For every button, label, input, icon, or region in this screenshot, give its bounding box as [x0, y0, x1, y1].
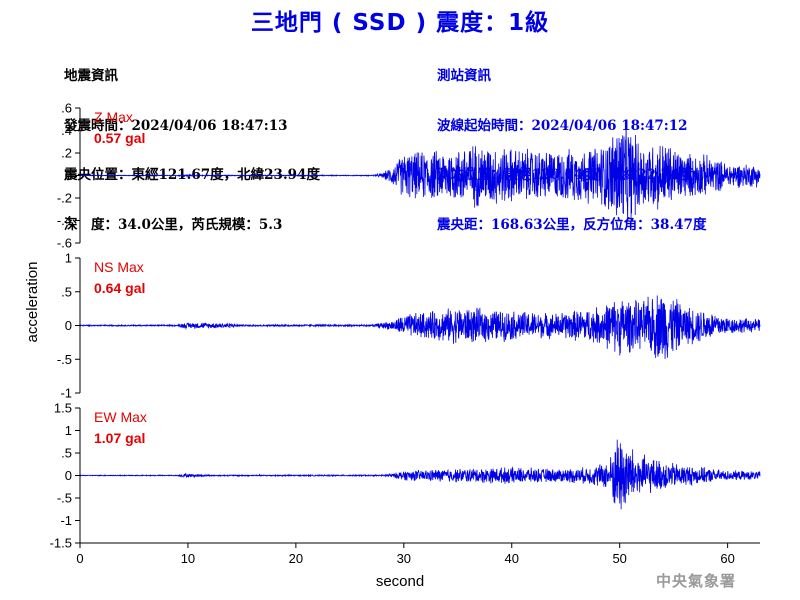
station-info-heading: 測站資訊: [437, 68, 491, 84]
x-tick-label: 0: [76, 551, 83, 566]
max-label-ns: NS Max: [94, 259, 144, 275]
max-value-z: 0.57 gal: [94, 130, 145, 146]
panel-z: -.6 -.4 -.2 0 .2 .4 .6 Z Max 0.57 gal: [57, 101, 761, 251]
x-tick-label: 30: [397, 551, 411, 566]
x-tick-label: 50: [612, 551, 626, 566]
x-tick-label: 60: [720, 551, 734, 566]
max-value-ns: 0.64 gal: [94, 280, 145, 296]
wave-start-time: 波線起始時間：2024/04/06 18:47:12: [437, 117, 688, 134]
max-value-ew: 1.07 gal: [94, 430, 145, 446]
x-tick-label: 40: [505, 551, 519, 566]
cwa-watermark: 中央氣象署: [656, 572, 737, 590]
earthquake-info: 地震資訊 發震時間：2024/04/06 18:47:13 震央位置：東經121…: [64, 35, 320, 250]
max-label-ew: EW Max: [94, 409, 147, 425]
y-tick-label: .5: [61, 446, 72, 461]
y-tick-label: -1: [60, 386, 72, 401]
y-tick-label: -.4: [57, 213, 72, 228]
y-tick-label: .6: [61, 101, 72, 116]
y-tick-label: .4: [61, 123, 72, 138]
page-title: 三地門 ( SSD ) 震度：1級: [250, 10, 550, 36]
y-tick-label: -.6: [57, 236, 72, 251]
y-tick-label: -1: [60, 513, 72, 528]
y-tick-label: 1: [65, 423, 72, 438]
origin-time: 發震時間：2024/04/06 18:47:13: [64, 117, 288, 134]
depth-magnitude: 深 度：34.0公里，芮氏規模：5.3: [64, 216, 283, 233]
station-info: 測站資訊 波線起始時間：2024/04/06 18:47:12 測站位置：東經1…: [437, 35, 706, 250]
waveform-z: [79, 120, 761, 222]
x-tick-label: 20: [289, 551, 303, 566]
y-tick-label: 1.5: [54, 401, 72, 416]
y-tick-label: 0: [65, 468, 72, 483]
y-tick-label: -.5: [57, 491, 72, 506]
max-label-z: Z Max: [94, 109, 133, 125]
y-tick-label: .5: [61, 284, 72, 299]
panel-ns: -1 -.5 0 .5 1 NS Max 0.64 gal: [57, 251, 761, 401]
y-tick-label: -.2: [57, 191, 72, 206]
earthquake-info-heading: 地震資訊: [64, 68, 118, 84]
y-tick-label: 1: [65, 251, 72, 266]
waveform-ns: [79, 295, 761, 359]
waveform-ew: [79, 439, 761, 510]
y-tick-label: -1.5: [50, 536, 72, 551]
panel-ew: -1.5 -1 -.5 0 .5 1 1.5 EW Max 1.07 gal: [50, 401, 761, 551]
x-axis-label: second: [376, 573, 424, 590]
y-tick-label: -.5: [57, 352, 72, 367]
y-axis-label: acceleration: [24, 262, 41, 343]
x-tick-label: 10: [181, 551, 195, 566]
y-tick-label: 0: [65, 318, 72, 333]
y-tick-label: .2: [61, 146, 72, 161]
epicentral-distance: 震央距：168.63公里，反方位角：38.47度: [437, 216, 707, 233]
y-tick-label: 0: [65, 168, 72, 183]
